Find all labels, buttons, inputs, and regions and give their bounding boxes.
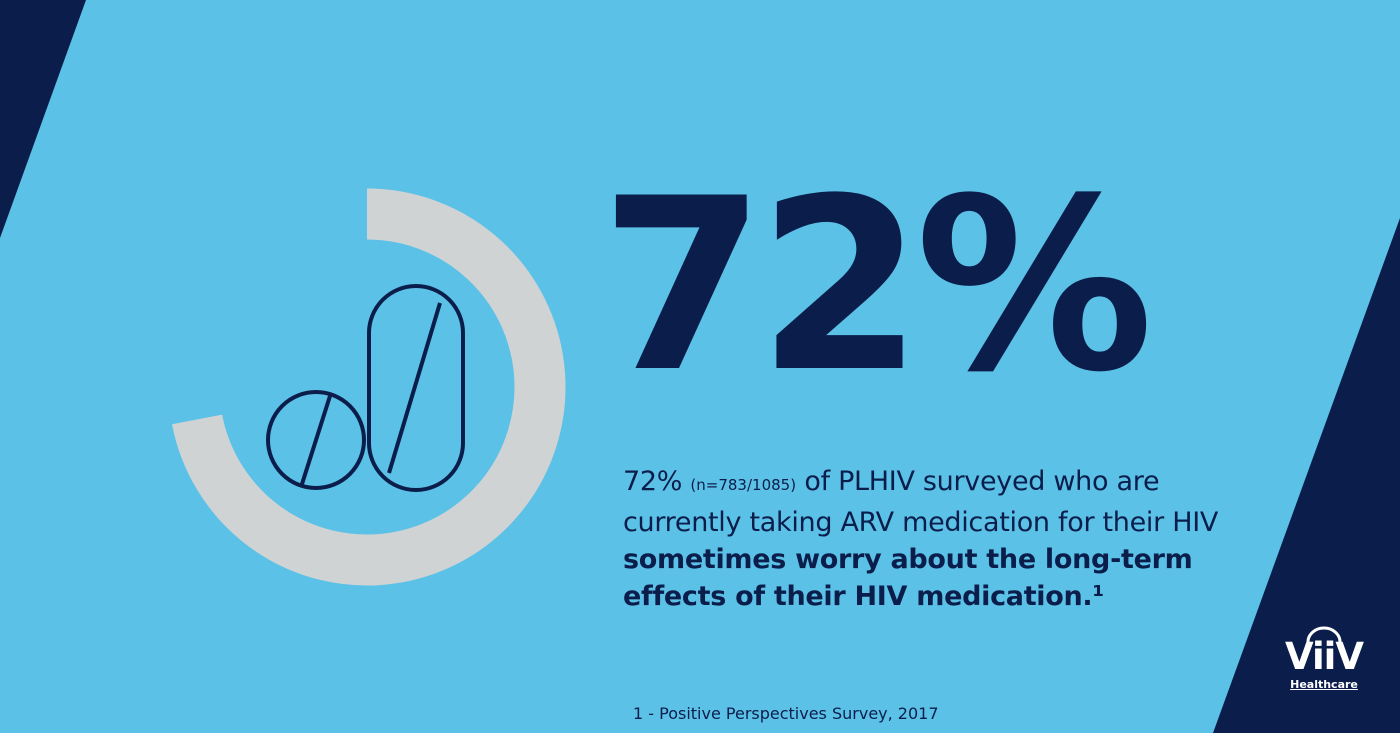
logo-arc-icon — [1306, 626, 1342, 643]
round-pill-icon — [266, 390, 366, 490]
progress-ring-arc — [172, 188, 566, 586]
logo-wordmark: ViiV — [1285, 635, 1364, 678]
sample-size: (n=783/1085) — [690, 476, 797, 494]
description-lead: 72% — [623, 466, 683, 497]
bottom-right-band — [1213, 218, 1400, 733]
stat-description: 72% (n=783/1085) of PLHIV surveyed who a… — [623, 463, 1223, 615]
viiv-logo: ViiV Healthcare — [1282, 622, 1366, 694]
capsule-pill-icon — [367, 284, 465, 492]
source-footnote: 1 - Positive Perspectives Survey, 2017 — [633, 704, 939, 723]
description-emphasis: sometimes worry about the long-term effe… — [623, 544, 1193, 612]
progress-ring — [172, 188, 566, 586]
description-body: of PLHIV surveyed who are currently taki… — [623, 466, 1219, 538]
logo-subtitle: Healthcare — [1290, 678, 1358, 691]
headline-stat: 72% — [600, 148, 1154, 425]
top-left-triangle — [0, 0, 86, 238]
pills-icon — [266, 284, 465, 492]
